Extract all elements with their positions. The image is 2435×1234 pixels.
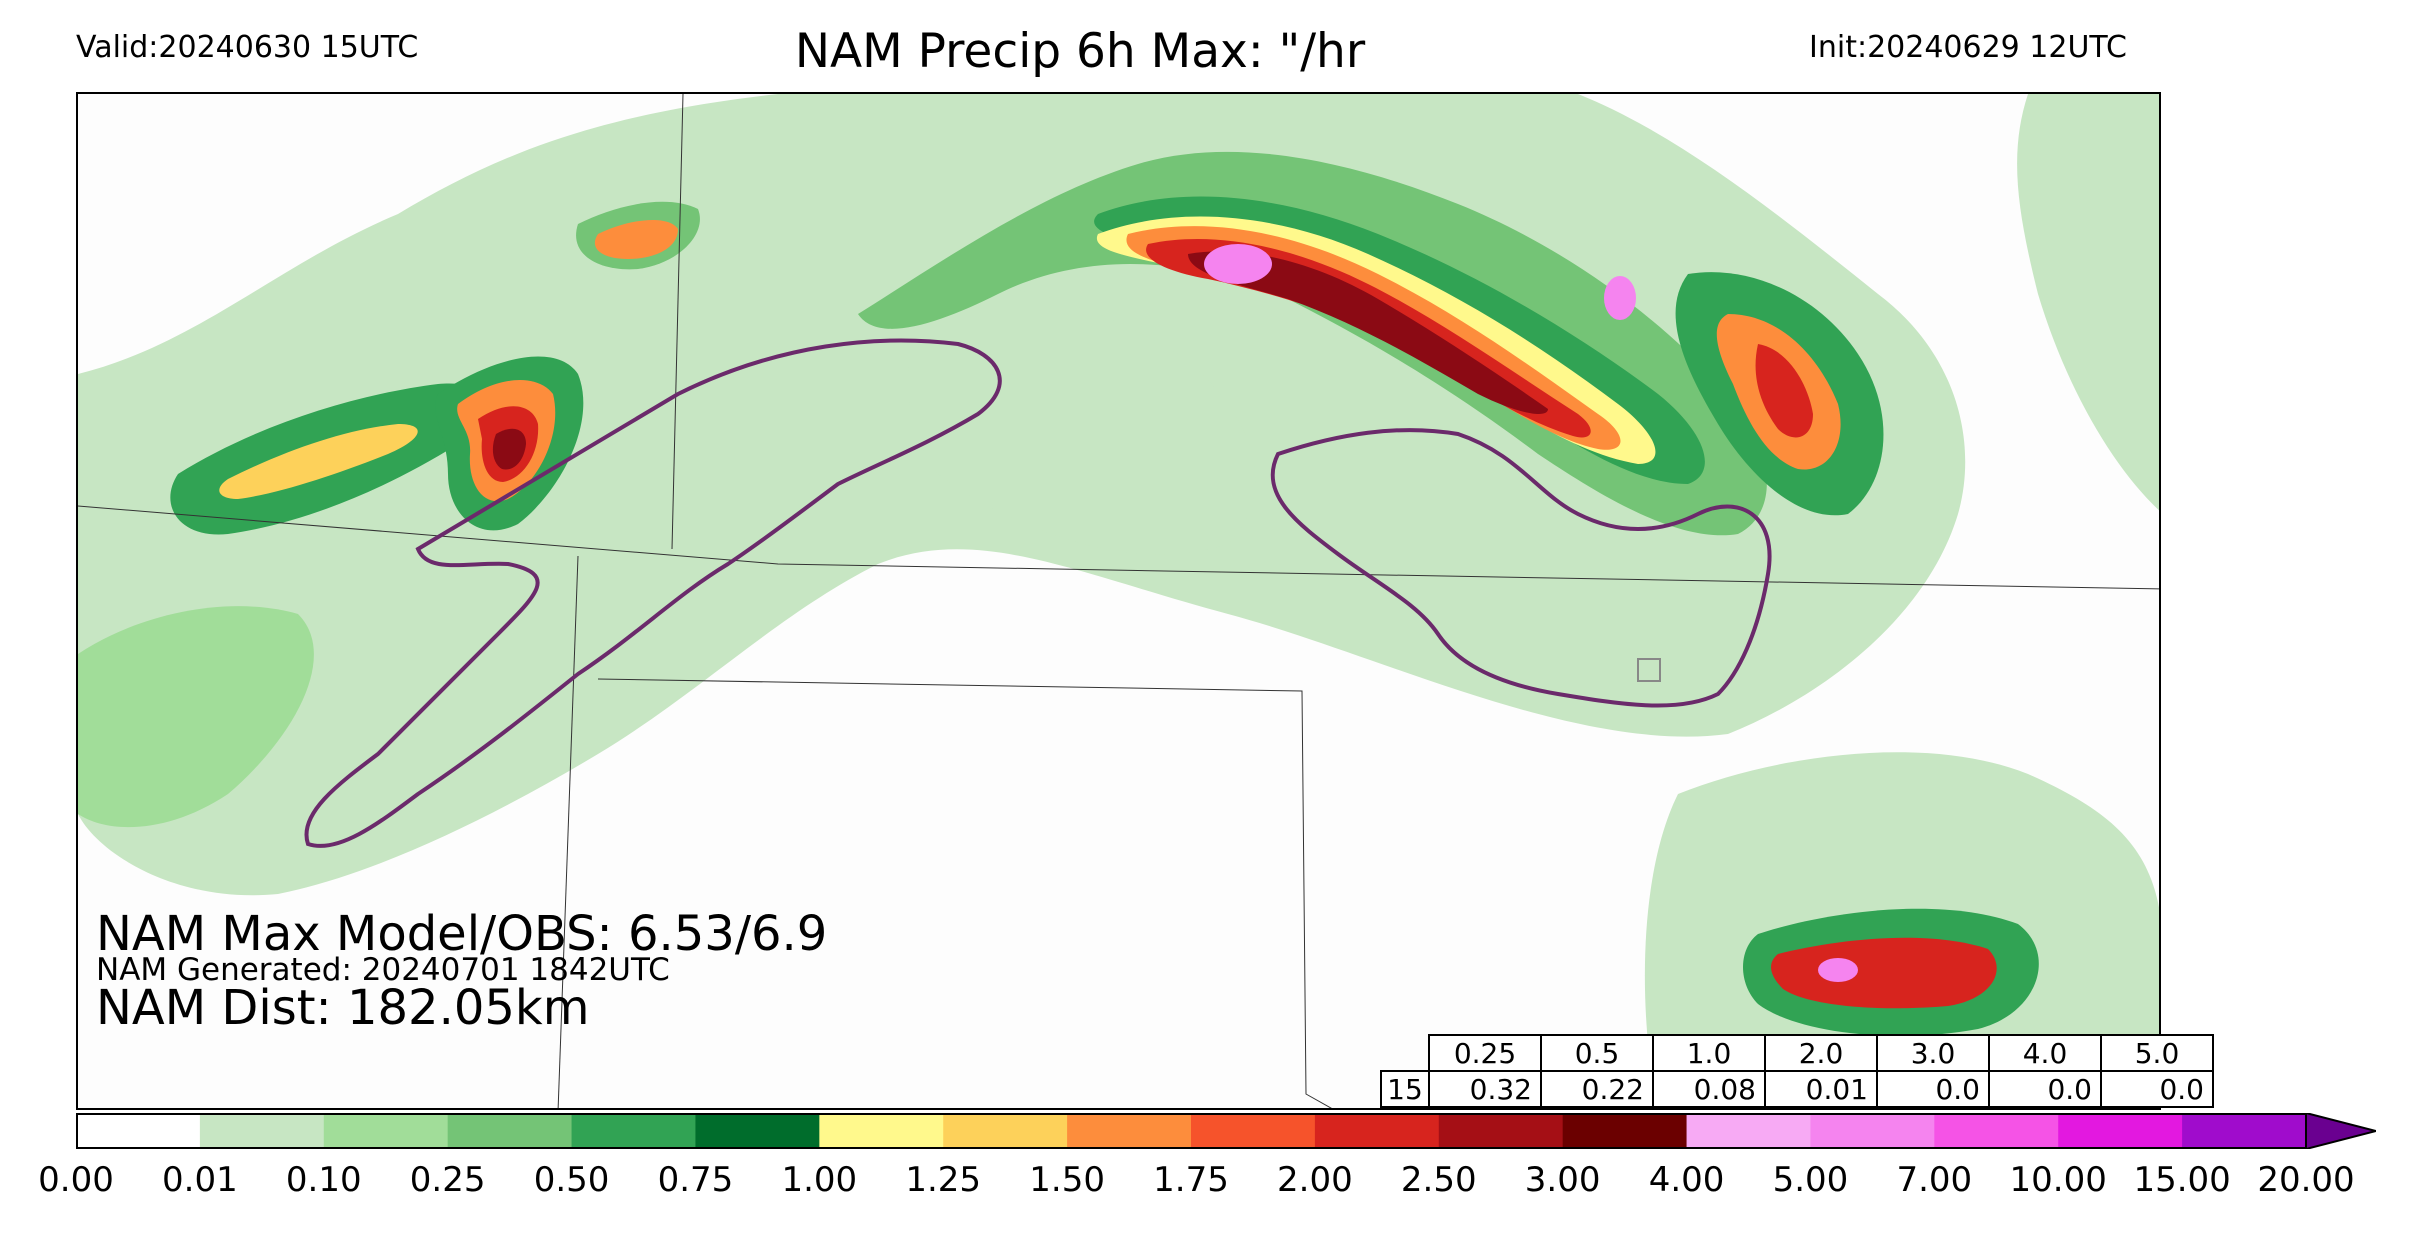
colorbar-tick-label: 5.00 (1772, 1160, 1849, 1200)
colorbar-tick-label: 2.50 (1400, 1160, 1477, 1200)
threshold-header: 5.0 (2100, 1034, 2214, 1072)
distance-label: NAM Dist: 182.05km (96, 980, 590, 1036)
colorbar-swatch (447, 1113, 573, 1149)
precip-band-north (576, 151, 1767, 536)
colorbar-tick-label: 2.00 (1277, 1160, 1353, 1200)
obs-contour-main (304, 338, 1002, 848)
colorbar-tick-label: 7.00 (1896, 1160, 1973, 1200)
colorbar-swatch (1934, 1113, 2059, 1149)
colorbar-tick-label: 1.75 (1153, 1160, 1229, 1200)
row-label: 15 (1380, 1070, 1430, 1108)
band-sw-peak-2 (492, 428, 526, 470)
colorbar (76, 1113, 2376, 1149)
cells-se-peak (1818, 958, 1858, 982)
colorbar-tick-label: 0.00 (38, 1160, 114, 1200)
precip-band-southwest (170, 356, 584, 535)
precip-map (76, 92, 2161, 1110)
map-title: NAM Precip 6h Max: "/hr (794, 24, 1366, 79)
band-north-darkred (1188, 251, 1548, 414)
colorbar-swatch (1562, 1113, 1688, 1149)
obs-station-box (1637, 658, 1661, 682)
band-north-peak-west (1204, 244, 1272, 284)
observed-precip-contour (304, 338, 1772, 848)
threshold-header-row: 0.25 0.5 1.0 2.0 3.0 4.0 5.0 (1381, 1034, 2214, 1072)
boundary-southwest (557, 555, 579, 1108)
colorbar-swatch (943, 1113, 1068, 1149)
threshold-header: 1.0 (1652, 1034, 1766, 1072)
threshold-value: 0.0 (2100, 1070, 2214, 1108)
boundary-mid-west (671, 94, 684, 550)
threshold-value: 0.0 (1876, 1070, 1990, 1108)
colorbar-swatches (76, 1113, 2307, 1149)
colorbar-swatch (199, 1113, 325, 1149)
band-north-outer (858, 151, 1767, 536)
precip-cells-east (1675, 272, 1884, 516)
max-model-obs-label: NAM Max Model/OBS: 6.53/6.9 (96, 906, 828, 962)
obs-contour-east (1270, 428, 1772, 708)
threshold-value: 0.32 (1428, 1070, 1542, 1108)
colorbar-tick-label: 0.01 (162, 1160, 238, 1200)
threshold-value: 0.22 (1540, 1070, 1654, 1108)
threshold-value: 0.08 (1652, 1070, 1766, 1108)
threshold-value: 0.01 (1764, 1070, 1878, 1108)
colorbar-tick-label: 15.00 (2133, 1160, 2231, 1200)
colorbar-swatch (1686, 1113, 1811, 1149)
threshold-header: 2.0 (1764, 1034, 1878, 1072)
boundary-north-south (78, 505, 2159, 590)
colorbar-swatch (323, 1113, 449, 1149)
precip-area-center (908, 286, 1256, 555)
colorbar-frame (76, 1113, 2307, 1149)
colorbar-tick-label: 1.25 (905, 1160, 982, 1200)
colorbar-swatch (2058, 1113, 2183, 1149)
generated-time-label: NAM Generated: 20240701 1842UTC (96, 952, 670, 988)
band-north-nw-cell-core (594, 219, 678, 259)
colorbar-swatch (819, 1113, 944, 1149)
colorbar-swatch (76, 1113, 201, 1149)
threshold-value: 0.0 (1988, 1070, 2102, 1108)
threshold-row: 15 0.32 0.22 0.08 0.01 0.0 0.0 0.0 (1380, 1070, 2214, 1108)
colorbar-swatch (695, 1113, 820, 1149)
colorbar-swatch (571, 1113, 696, 1149)
cells-east-cluster-center (1755, 344, 1813, 438)
band-north-peak-east (1604, 276, 1636, 320)
precip-area-west (78, 606, 314, 828)
threshold-header: 0.25 (1428, 1034, 1542, 1072)
colorbar-tick-label: 3.00 (1524, 1160, 1601, 1200)
precip-cells-southeast (1743, 908, 2039, 1036)
colorbar-tick-label: 0.75 (657, 1160, 734, 1200)
colorbar-swatch (1810, 1113, 1935, 1149)
init-time: Init:20240629 12UTC (1809, 30, 2127, 65)
threshold-table: 0.25 0.5 1.0 2.0 3.0 4.0 5.0 15 0.32 0.2… (1380, 1034, 2214, 1108)
table-corner (1381, 1035, 1429, 1071)
colorbar-swatch (1191, 1113, 1316, 1149)
colorbar-tick-label: 1.00 (781, 1160, 858, 1200)
colorbar-tick-label: 1.50 (1029, 1160, 1105, 1200)
colorbar-tick-label: 0.10 (285, 1160, 362, 1200)
colorbar-tick-label: 0.25 (409, 1160, 486, 1200)
colorbar-swatch (1438, 1113, 1564, 1149)
colorbar-swatch (1314, 1113, 1440, 1149)
colorbar-swatch (1067, 1113, 1192, 1149)
band-sw-core (219, 424, 418, 499)
valid-time: Valid:20240630 15UTC (76, 30, 419, 65)
precip-area-northeast (2017, 94, 2159, 511)
boundary-south (597, 678, 1332, 1108)
state-boundaries (78, 94, 2159, 1108)
threshold-header: 0.5 (1540, 1034, 1654, 1072)
colorbar-tick-label: 0.50 (533, 1160, 610, 1200)
colorbar-swatch (2182, 1113, 2307, 1149)
colorbar-extend-arrow (2305, 1113, 2376, 1149)
threshold-header: 3.0 (1876, 1034, 1990, 1072)
colorbar-tick-label: 20.00 (2257, 1160, 2355, 1200)
colorbar-tick-label: 4.00 (1648, 1160, 1725, 1200)
colorbar-tick-label: 10.00 (2009, 1160, 2107, 1200)
threshold-header: 4.0 (1988, 1034, 2102, 1072)
map-canvas (78, 94, 2159, 1108)
cells-se-core (1771, 937, 1997, 1009)
